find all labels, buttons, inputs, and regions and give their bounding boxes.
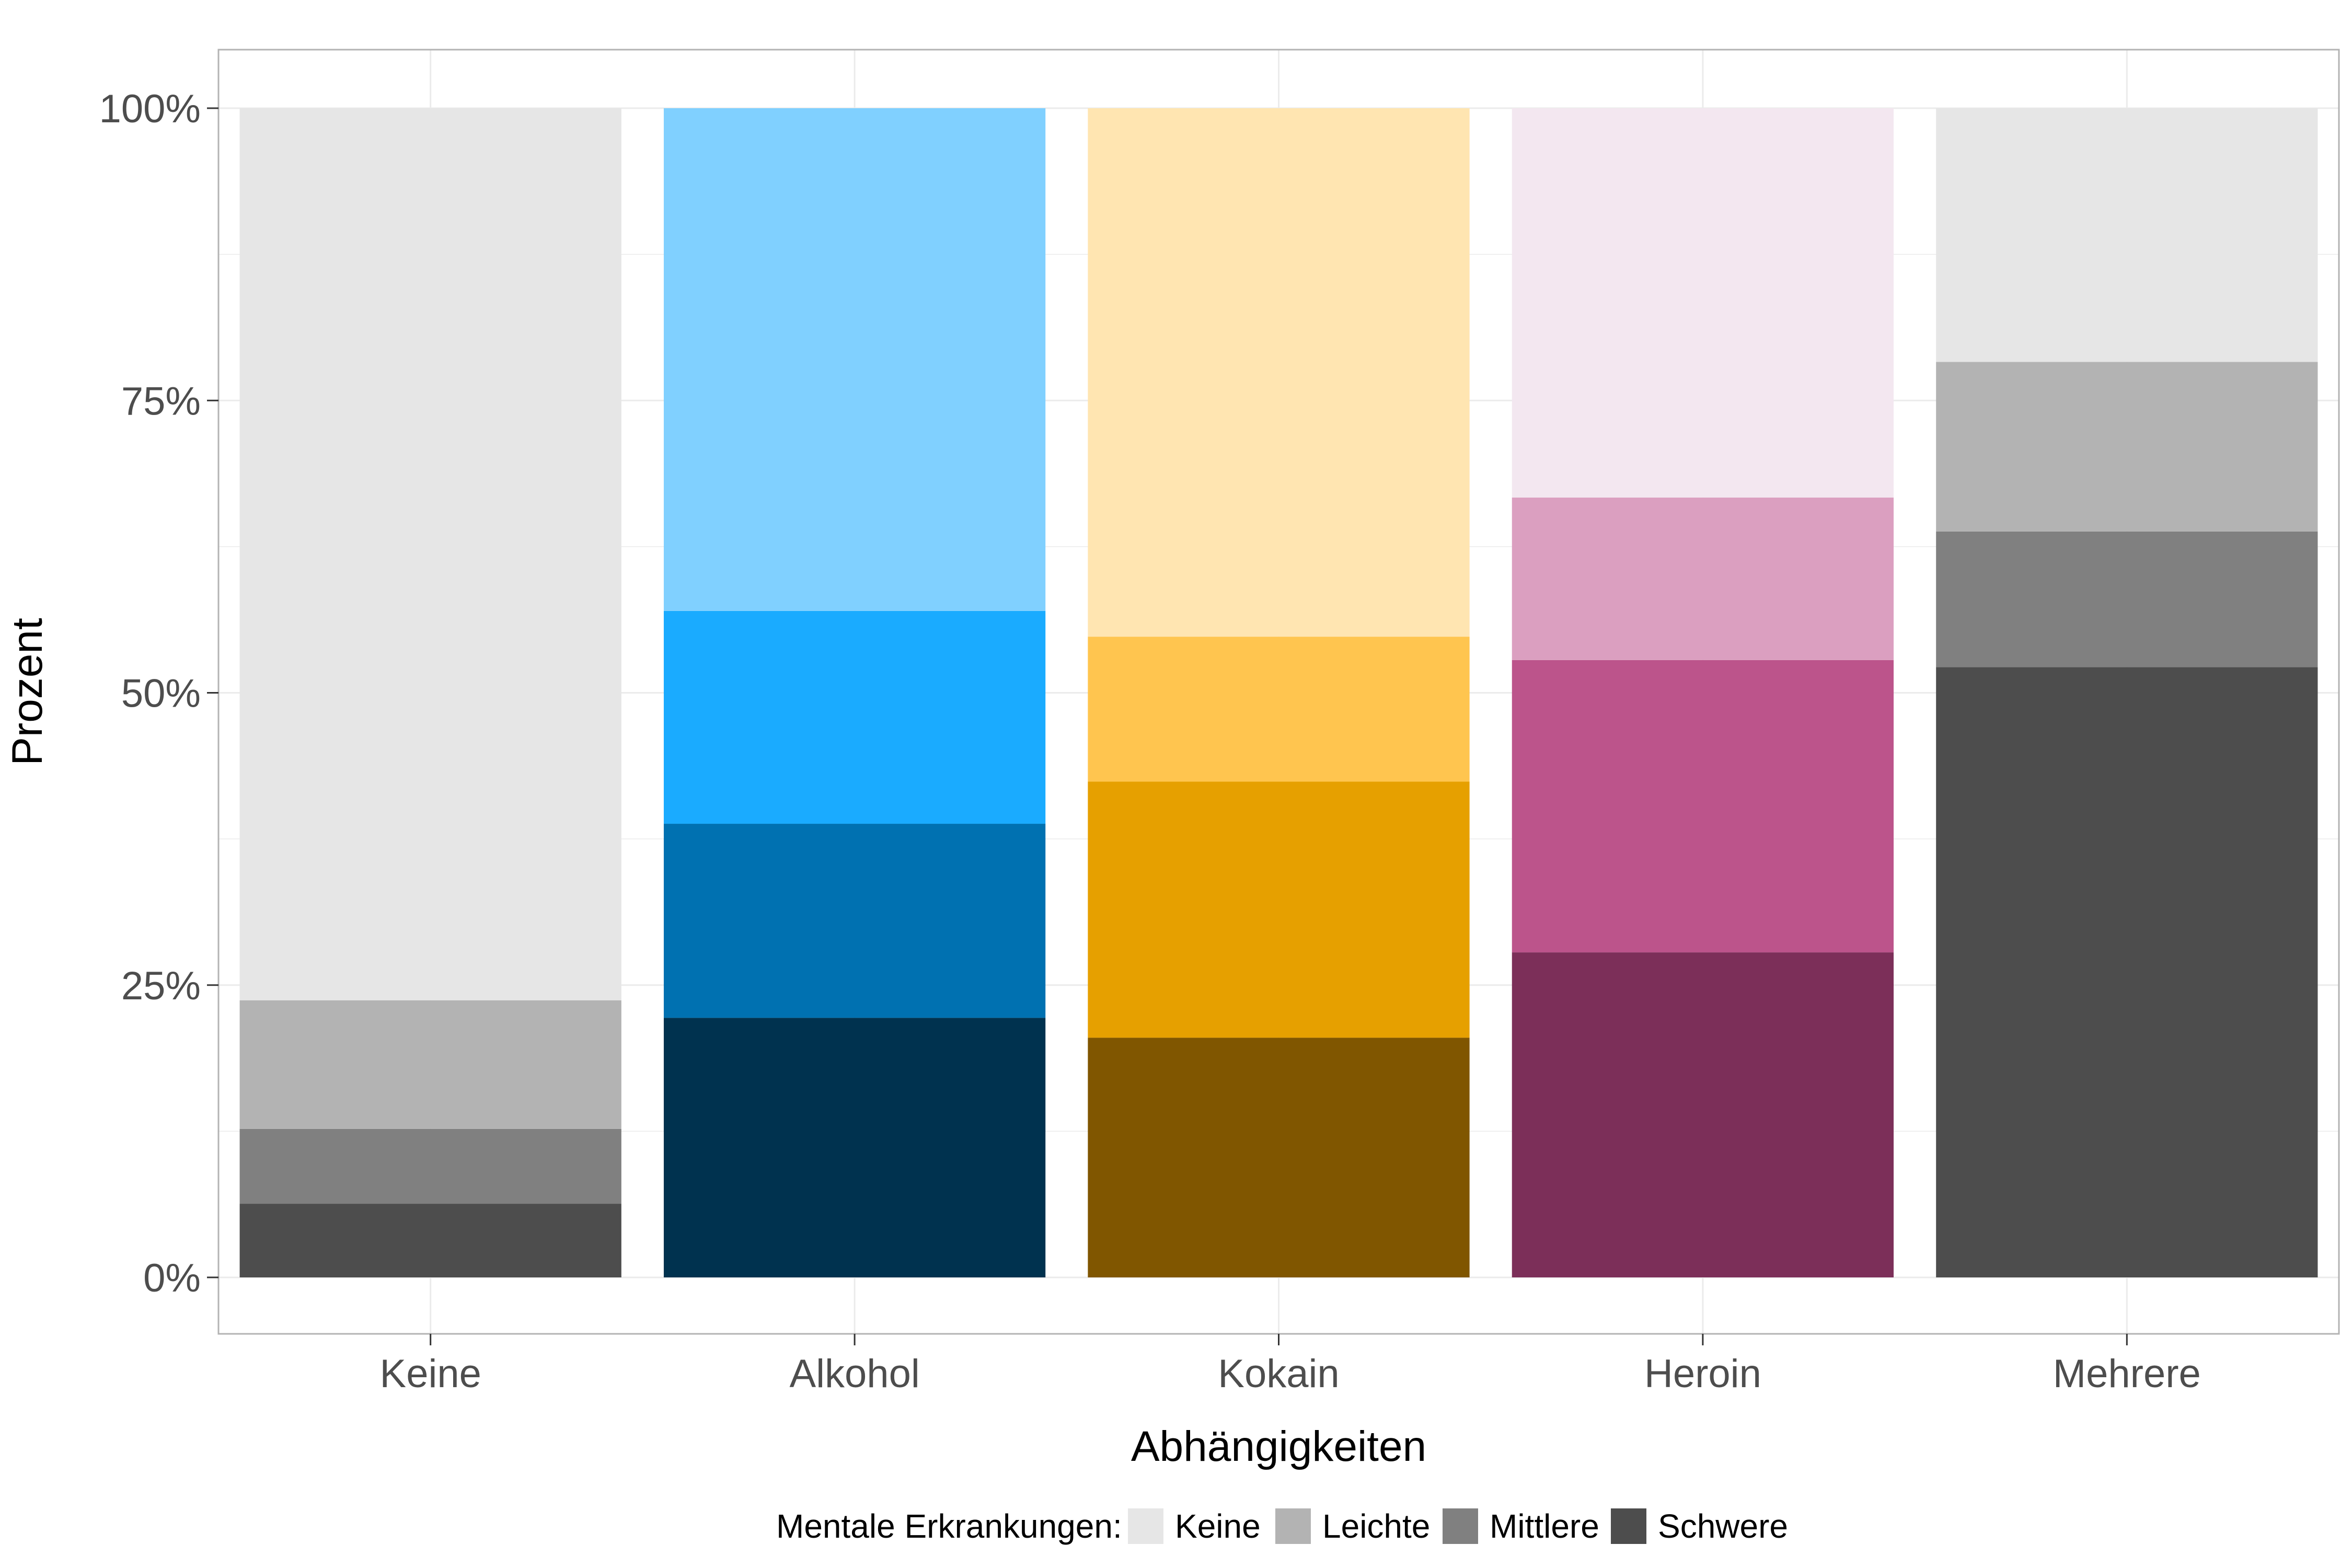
legend-swatch-keine xyxy=(1128,1508,1163,1544)
bar-segment-heroin-keine xyxy=(1512,108,1894,498)
legend-swatch-mittlere xyxy=(1443,1508,1478,1544)
bar-segment-kokain-mittlere xyxy=(1088,781,1470,1038)
bar-segment-keine-leichte xyxy=(239,1000,621,1129)
x-tick-label: Mehrere xyxy=(2053,1352,2201,1396)
bar-segment-mehrere-schwere xyxy=(1936,667,2318,1277)
y-tick-label: 50% xyxy=(121,672,201,716)
bar-segment-mehrere-leichte xyxy=(1936,362,2318,532)
bar-segment-heroin-schwere xyxy=(1512,952,1894,1277)
legend-label-keine: Keine xyxy=(1175,1507,1261,1545)
bar-segment-kokain-schwere xyxy=(1088,1037,1470,1277)
legend-label-leichte: Leichte xyxy=(1322,1507,1430,1545)
y-tick-label: 100% xyxy=(99,87,201,131)
y-tick-label: 0% xyxy=(143,1256,201,1300)
bar-segment-heroin-mittlere xyxy=(1512,660,1894,953)
y-tick-label: 25% xyxy=(121,964,201,1008)
bar-segment-mehrere-keine xyxy=(1936,108,2318,362)
legend-title: Mentale Erkrankungen: xyxy=(776,1507,1122,1545)
y-tick-label: 75% xyxy=(121,379,201,423)
bar-segment-alkohol-schwere xyxy=(663,1018,1046,1277)
bar-segment-heroin-leichte xyxy=(1512,497,1894,660)
x-tick-label: Kokain xyxy=(1218,1352,1339,1396)
x-axis-title: Abhängigkeiten xyxy=(1131,1423,1426,1470)
legend: Mentale Erkrankungen: Keine Leichte Mittle… xyxy=(776,1507,1788,1545)
y-axis-title: Prozent xyxy=(4,618,51,766)
legend-swatch-leichte xyxy=(1275,1508,1311,1544)
legend-swatch-schwere xyxy=(1611,1508,1646,1544)
bar-segment-kokain-leichte xyxy=(1088,637,1470,782)
legend-label-schwere: Schwere xyxy=(1658,1507,1788,1545)
bars xyxy=(239,108,2318,1277)
bar-segment-alkohol-leichte xyxy=(663,610,1046,824)
x-axis-ticks: Keine Alkohol Kokain Heroin Mehrere xyxy=(380,1334,2201,1396)
legend-label-mittlere: Mittlere xyxy=(1490,1507,1599,1545)
bar-segment-kokain-keine xyxy=(1088,108,1470,637)
bar-segment-keine-keine xyxy=(239,108,621,1000)
bar-segment-keine-schwere xyxy=(239,1204,621,1277)
bar-segment-keine-mittlere xyxy=(239,1128,621,1204)
x-tick-label: Alkohol xyxy=(789,1352,919,1396)
x-tick-label: Heroin xyxy=(1644,1352,1761,1396)
bar-segment-alkohol-keine xyxy=(663,108,1046,611)
y-axis-ticks: 0% 25% 50% 75% 100% xyxy=(99,87,218,1300)
bar-segment-mehrere-mittlere xyxy=(1936,531,2318,667)
bar-segment-alkohol-mittlere xyxy=(663,824,1046,1018)
x-tick-label: Keine xyxy=(380,1352,481,1396)
